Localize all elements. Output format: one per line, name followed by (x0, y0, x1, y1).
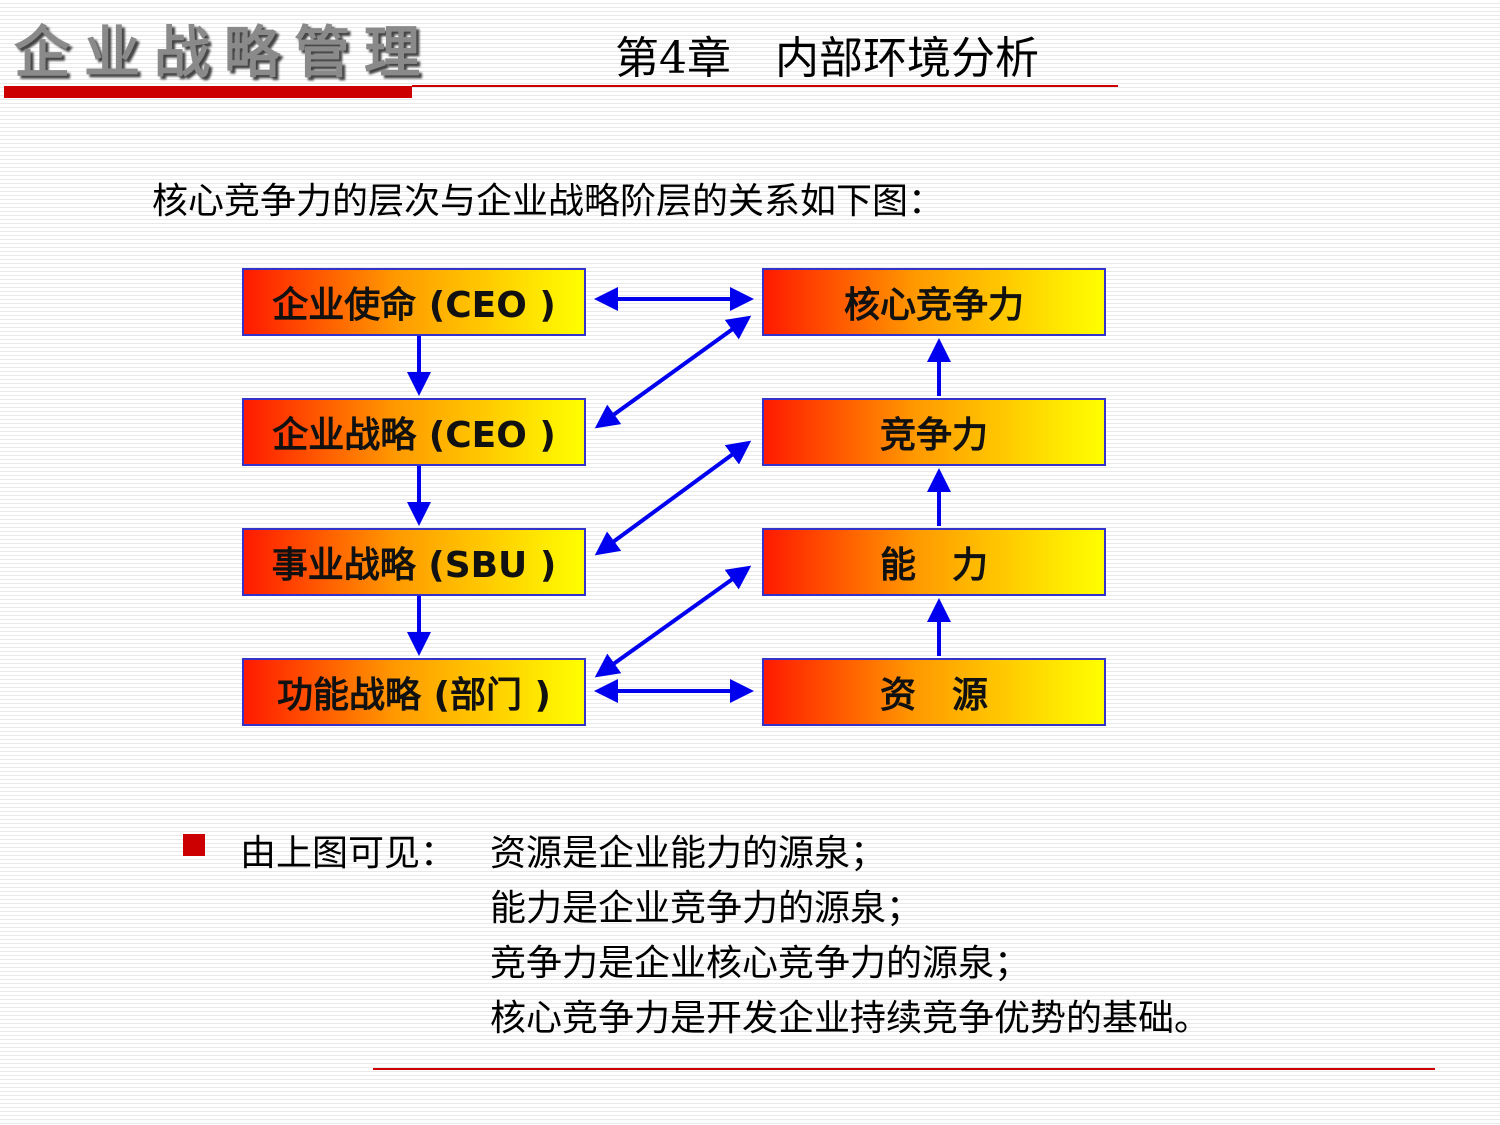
conclusion-line: 竞争力是企业核心竞争力的源泉； (490, 943, 1031, 984)
conclusion-line: 资源是企业能力的源泉； (490, 833, 887, 874)
footer-red-line (373, 1068, 1435, 1070)
brand-title: 企业战略管理 (14, 21, 434, 86)
conclusion-line: 核心竞争力是开发企业持续竞争优势的基础。 (490, 998, 1211, 1039)
box-corporate-strategy: 企业战略 (CEO ) (242, 398, 586, 466)
header-red-bar (4, 86, 412, 98)
box-competitiveness: 竞争力 (762, 398, 1106, 466)
chapter-title: 第4章 内部环境分析 (615, 33, 1039, 84)
arrow-business-competitiveness (594, 440, 752, 556)
intro-text: 核心竞争力的层次与企业战略阶层的关系如下图： (152, 181, 945, 222)
arrow-functional-capability (594, 565, 752, 678)
box-resources: 资 源 (762, 658, 1106, 726)
box-mission: 企业使命 (CEO ) (242, 268, 586, 336)
box-business-strategy: 事业战略 (SBU ) (242, 528, 586, 596)
arrow-strategy-core (594, 315, 752, 429)
header-red-line (412, 85, 1118, 87)
conclusion-lead: 由上图可见： (240, 833, 457, 874)
conclusion-line: 能力是企业竞争力的源泉； (490, 888, 923, 929)
box-core-competence: 核心竞争力 (762, 268, 1106, 336)
box-functional-strategy: 功能战略 (部门 ) (242, 658, 586, 726)
bullet-square-icon (183, 834, 205, 856)
box-capability: 能 力 (762, 528, 1106, 596)
